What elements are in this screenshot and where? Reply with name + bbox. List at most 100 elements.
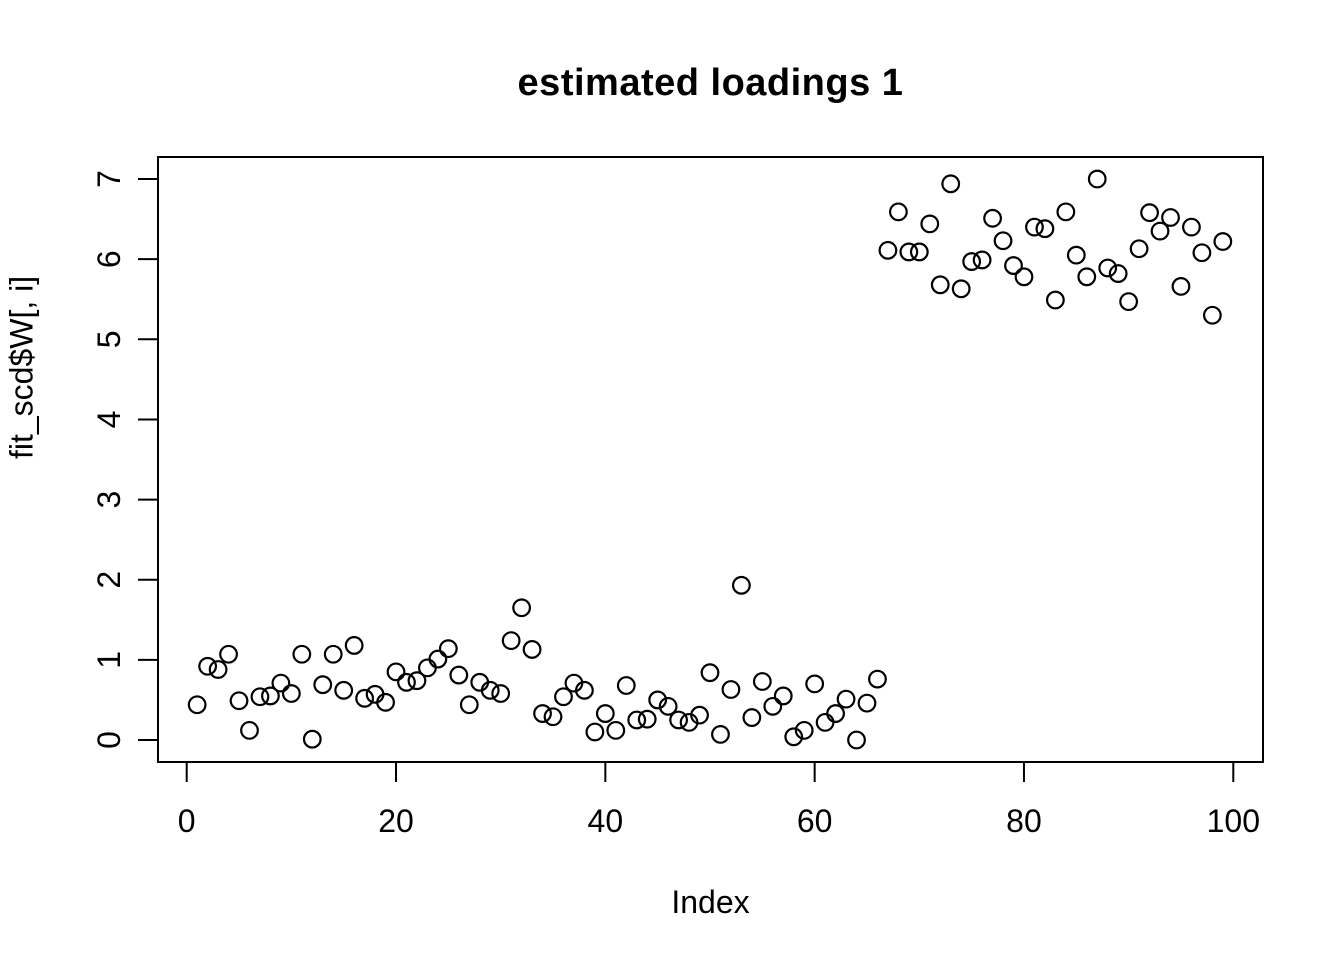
data-point	[1202, 305, 1222, 325]
data-point	[595, 704, 615, 723]
data-point	[512, 598, 532, 618]
data-point	[281, 684, 301, 703]
data-point	[752, 672, 772, 691]
data-point	[1161, 208, 1180, 227]
data-point	[1004, 256, 1023, 275]
data-point	[554, 687, 573, 707]
data-point	[302, 729, 322, 749]
data-point	[742, 708, 762, 727]
data-point	[575, 680, 594, 700]
y-tick-label: 1	[91, 651, 127, 669]
data-point	[606, 720, 626, 740]
data-point	[376, 692, 395, 712]
data-point	[763, 696, 783, 716]
x-tick-label: 0	[178, 803, 196, 839]
data-point	[1056, 202, 1076, 222]
data-point	[627, 710, 647, 730]
data-point	[208, 660, 228, 679]
data-point	[794, 720, 814, 740]
y-tick-label: 3	[91, 491, 127, 509]
data-point	[972, 250, 992, 270]
data-point	[658, 696, 678, 716]
data-point	[1182, 217, 1201, 237]
data-point	[1087, 169, 1107, 189]
data-point	[1213, 232, 1233, 251]
data-point	[543, 707, 563, 727]
data-point	[857, 693, 877, 713]
data-point	[187, 695, 207, 715]
data-point	[888, 202, 908, 222]
data-point	[219, 644, 238, 664]
data-point	[407, 671, 427, 691]
data-point	[1140, 203, 1159, 223]
data-point	[836, 689, 856, 709]
y-tick-label: 2	[91, 571, 127, 589]
data-point	[418, 658, 437, 678]
data-point	[721, 680, 741, 699]
data-point	[250, 687, 270, 707]
plot-box	[157, 156, 1264, 763]
data-point	[585, 722, 605, 742]
data-point	[993, 231, 1013, 251]
data-point	[868, 669, 887, 689]
y-tick-label: 0	[91, 731, 127, 749]
data-point	[334, 680, 354, 700]
x-axis-title: Index	[671, 884, 750, 920]
y-tick-label: 6	[91, 250, 127, 268]
x-tick-label: 80	[1006, 803, 1042, 839]
data-point	[533, 704, 552, 723]
data-point	[428, 649, 448, 669]
data-point	[711, 724, 730, 744]
data-point	[1098, 258, 1118, 278]
data-point	[198, 656, 218, 676]
data-point	[261, 686, 280, 706]
data-point	[1108, 264, 1128, 283]
data-point	[669, 710, 689, 730]
data-point	[292, 644, 312, 664]
data-point	[240, 720, 259, 740]
data-point	[271, 673, 291, 693]
y-tick-label: 5	[91, 330, 127, 348]
data-point	[491, 684, 511, 703]
data-point	[313, 675, 333, 695]
y-tick-label: 4	[91, 411, 127, 429]
data-point	[920, 214, 940, 234]
data-point	[1150, 221, 1170, 241]
data-point	[941, 174, 961, 194]
data-point	[930, 275, 950, 295]
data-point	[1066, 245, 1086, 265]
data-point	[1025, 217, 1044, 237]
data-point	[1045, 290, 1065, 310]
data-point	[522, 640, 542, 659]
data-point	[616, 676, 636, 695]
data-point	[438, 639, 458, 659]
data-point	[648, 690, 668, 710]
x-tick-label: 40	[588, 803, 624, 839]
y-tick-label: 7	[91, 170, 127, 188]
data-point	[386, 662, 406, 682]
data-point	[805, 674, 825, 694]
data-point	[397, 672, 416, 692]
data-point	[731, 575, 751, 595]
data-point	[983, 208, 1002, 228]
x-tick-label: 100	[1207, 803, 1260, 839]
data-point	[690, 705, 709, 725]
data-point	[480, 680, 500, 700]
x-tick-label: 20	[378, 803, 414, 839]
data-point	[1129, 239, 1149, 259]
data-point	[951, 279, 971, 299]
data-point	[700, 663, 720, 683]
data-point	[1171, 277, 1191, 296]
chart-title: estimated loadings 1	[517, 62, 904, 104]
data-point	[1119, 292, 1139, 312]
data-point	[815, 712, 835, 732]
data-point	[229, 691, 249, 711]
data-point	[784, 727, 804, 747]
y-axis-title-text: fit_scd$W[, i]	[3, 275, 40, 459]
data-point	[899, 242, 919, 262]
data-point	[459, 695, 479, 715]
data-point	[909, 242, 929, 262]
data-point	[1077, 267, 1097, 287]
